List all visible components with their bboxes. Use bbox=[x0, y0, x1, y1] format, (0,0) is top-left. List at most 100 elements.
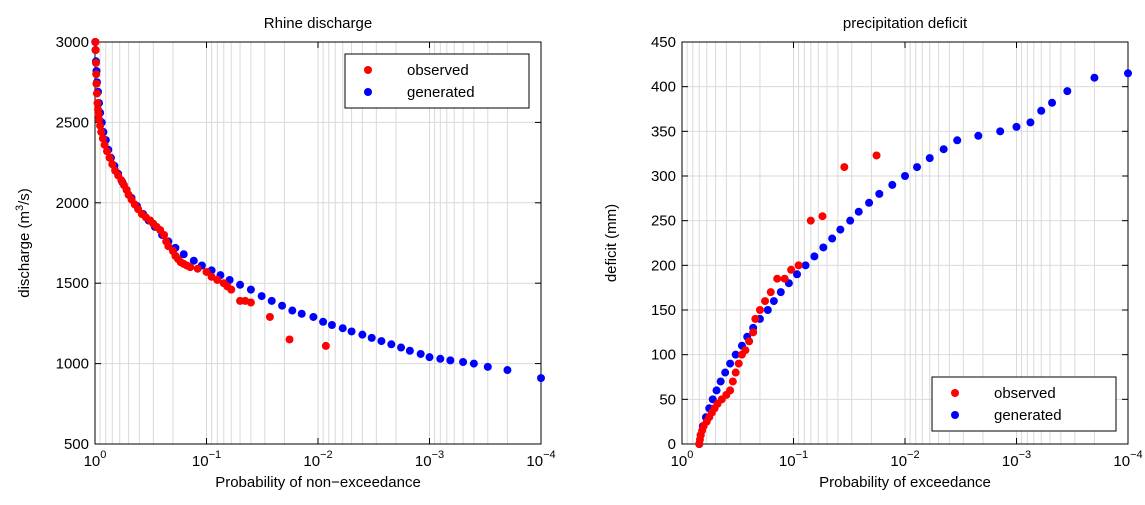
observed-point bbox=[160, 230, 169, 239]
generated-point bbox=[1124, 69, 1132, 78]
generated-point bbox=[397, 343, 406, 352]
generated-point bbox=[377, 337, 386, 346]
x-tick-exponent: 0 bbox=[100, 449, 106, 461]
y-tick-label: 1000 bbox=[56, 356, 89, 373]
generated-point bbox=[319, 317, 328, 326]
series-observed bbox=[695, 151, 881, 448]
grid bbox=[682, 42, 1128, 444]
legend: observed generated bbox=[931, 376, 1117, 432]
observed-point bbox=[731, 368, 740, 377]
generated-point bbox=[236, 280, 245, 289]
chart-title: Rhine discharge bbox=[264, 15, 372, 32]
generated-point bbox=[925, 154, 934, 163]
x-axis-label: Probability of non−exceedance bbox=[215, 474, 421, 491]
generated-point bbox=[763, 306, 772, 314]
observed-point bbox=[92, 89, 101, 98]
observed-point bbox=[787, 265, 796, 274]
y-tick-label: 3000 bbox=[56, 34, 89, 51]
observed-point bbox=[202, 267, 211, 276]
generated-point bbox=[1048, 98, 1057, 107]
generated-point bbox=[387, 340, 396, 349]
generated-point bbox=[726, 359, 735, 368]
generated-point bbox=[846, 216, 855, 225]
legend-box bbox=[931, 376, 1117, 432]
y-label-end: /s) bbox=[16, 188, 33, 205]
legend-label-observed: observed bbox=[407, 62, 469, 79]
observed-point bbox=[246, 298, 255, 307]
observed-point bbox=[745, 337, 754, 346]
observed-point bbox=[285, 335, 294, 344]
observed-point bbox=[806, 216, 815, 225]
observed-point bbox=[98, 134, 107, 143]
observed-point bbox=[97, 128, 106, 137]
generated-point bbox=[436, 354, 445, 363]
observed-point bbox=[193, 264, 202, 273]
y-tick-label: 450 bbox=[651, 34, 676, 51]
observed-point bbox=[213, 275, 222, 284]
y-tick-label: 50 bbox=[659, 391, 676, 408]
generated-point bbox=[974, 131, 983, 140]
x-tick-base: 10 bbox=[303, 453, 320, 470]
y-tick-label: 500 bbox=[64, 436, 89, 453]
observed-point bbox=[766, 288, 775, 297]
generated-point bbox=[297, 309, 306, 318]
generated-point bbox=[483, 362, 492, 371]
series-observed bbox=[91, 38, 330, 350]
generated-point bbox=[819, 243, 828, 252]
observed-point bbox=[91, 46, 100, 55]
x-tick-label: 10−3 bbox=[1002, 449, 1031, 470]
generated-point bbox=[267, 296, 276, 305]
x-tick-label: 100 bbox=[84, 449, 107, 470]
y-label-main: discharge (m bbox=[16, 211, 33, 298]
observed-point bbox=[105, 153, 114, 162]
x-tick-label: 10−1 bbox=[779, 449, 808, 470]
y-tick-label: 150 bbox=[651, 302, 676, 319]
legend-box bbox=[344, 53, 530, 109]
x-tick-label: 10−3 bbox=[415, 449, 444, 470]
generated-point bbox=[1012, 122, 1021, 131]
generated-point bbox=[996, 127, 1005, 136]
generated-point bbox=[776, 288, 785, 297]
x-tick-exponent: −3 bbox=[1019, 449, 1032, 461]
generated-point bbox=[469, 359, 478, 368]
observed-point bbox=[92, 70, 101, 79]
generated-point bbox=[769, 297, 778, 306]
observed-point bbox=[100, 140, 109, 149]
x-tick-base: 10 bbox=[526, 453, 543, 470]
observed-point bbox=[321, 341, 330, 350]
x-tick-exponent: −1 bbox=[209, 449, 222, 461]
x-tick-exponent: −3 bbox=[432, 449, 445, 461]
generated-point bbox=[503, 366, 512, 375]
y-tick-label: 0 bbox=[668, 436, 676, 453]
x-tick-label: 10−1 bbox=[192, 449, 221, 470]
legend-label-observed: observed bbox=[994, 385, 1056, 402]
y-tick-label: 100 bbox=[651, 347, 676, 364]
generated-point bbox=[425, 353, 434, 362]
generated-point bbox=[828, 234, 837, 243]
generated-point bbox=[716, 377, 725, 386]
observed-point bbox=[751, 314, 760, 323]
generated-point bbox=[367, 333, 376, 342]
observed-point bbox=[95, 115, 104, 124]
x-tick-exponent: 0 bbox=[687, 449, 693, 461]
generated-point bbox=[854, 207, 863, 216]
generated-point bbox=[875, 189, 884, 198]
x-tick-label: 10−2 bbox=[303, 449, 332, 470]
y-tick-label: 250 bbox=[651, 213, 676, 230]
generated-point bbox=[537, 374, 545, 383]
generated-point bbox=[712, 386, 721, 395]
y-tick-label: 200 bbox=[651, 257, 676, 274]
legend-marker-observed bbox=[951, 389, 959, 397]
y-tick-label: 350 bbox=[651, 123, 676, 140]
generated-point bbox=[338, 324, 347, 333]
generated-point bbox=[446, 356, 455, 365]
x-tick-base: 10 bbox=[84, 453, 101, 470]
observed-point bbox=[741, 346, 750, 355]
generated-point bbox=[1026, 118, 1035, 127]
generated-point bbox=[416, 349, 425, 358]
observed-point bbox=[728, 377, 737, 386]
generated-point bbox=[309, 312, 318, 321]
x-tick-base: 10 bbox=[890, 453, 907, 470]
